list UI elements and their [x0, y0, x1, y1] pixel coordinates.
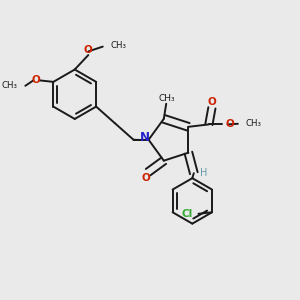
Text: O: O [32, 75, 40, 85]
Text: N: N [140, 131, 150, 144]
Text: H: H [200, 168, 208, 178]
Text: CH₃: CH₃ [2, 81, 17, 90]
Text: CH₃: CH₃ [245, 119, 261, 128]
Text: O: O [208, 98, 216, 107]
Text: O: O [83, 45, 92, 55]
Text: CH₃: CH₃ [158, 94, 175, 103]
Text: O: O [141, 172, 150, 183]
Text: Cl: Cl [181, 209, 192, 219]
Text: O: O [225, 119, 234, 129]
Text: CH₃: CH₃ [110, 41, 126, 50]
